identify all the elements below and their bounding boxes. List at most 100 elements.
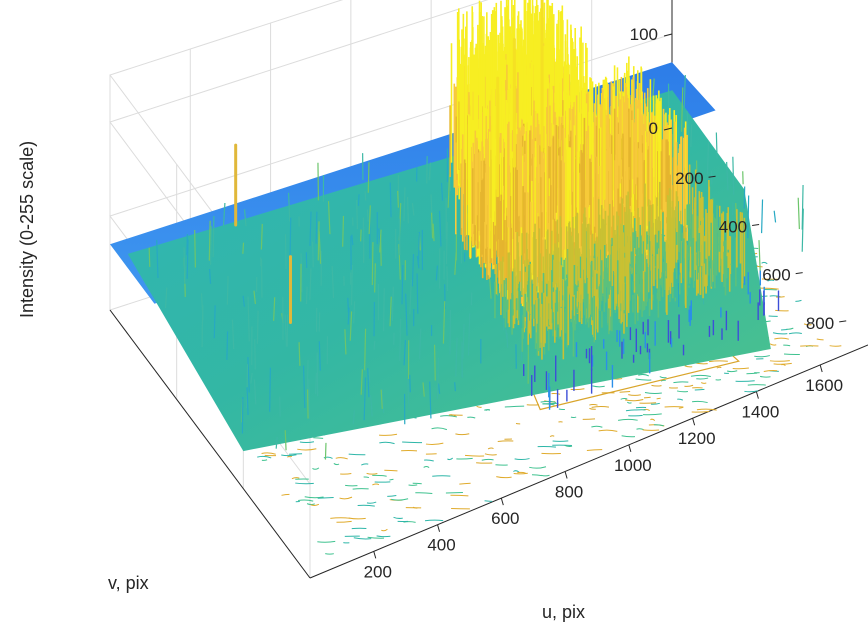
floor-contour — [448, 414, 456, 417]
floor-contour — [558, 408, 565, 411]
surface-spike — [422, 382, 425, 397]
surface-spike — [461, 354, 464, 378]
v-tick-mark — [752, 223, 760, 226]
surface-spike — [254, 339, 256, 370]
floor-contour — [514, 458, 530, 461]
u-tick-label: 200 — [364, 562, 392, 581]
surface-spike — [344, 329, 347, 355]
floor-contour — [783, 344, 791, 347]
floor-contour — [297, 448, 317, 451]
floor-contour — [788, 332, 802, 335]
floor-contour — [298, 499, 314, 502]
floor-contour — [485, 409, 491, 411]
surface-spike — [429, 381, 432, 419]
surface-spike — [380, 389, 383, 409]
surface-spike — [256, 310, 259, 344]
floor-contour — [684, 365, 693, 368]
surface-spike — [311, 241, 314, 268]
surface-spike — [357, 194, 360, 206]
surface-spike — [231, 319, 235, 349]
surface-spike — [398, 244, 401, 280]
surface-spike — [416, 273, 419, 314]
surface-spike — [437, 383, 441, 394]
surface-spike — [273, 297, 276, 321]
floor-contour — [624, 399, 644, 402]
floor-contour — [769, 360, 790, 362]
surface-spike — [418, 328, 422, 359]
floor-contour — [496, 476, 512, 479]
u-tick-mark — [437, 524, 441, 532]
surface-spike — [429, 167, 431, 180]
surface-spike — [686, 110, 689, 138]
floor-contour — [450, 494, 469, 497]
surface-spike — [379, 234, 382, 266]
surface-spike — [367, 162, 370, 193]
floor-contour — [653, 424, 664, 427]
floor-contour — [379, 433, 398, 436]
surface-spike — [209, 268, 212, 284]
floor-contour — [589, 407, 596, 410]
surface-spike — [367, 368, 370, 398]
floor-contour — [816, 338, 824, 341]
surface-spike — [436, 357, 440, 399]
floor-contour — [432, 475, 451, 477]
surface-spike — [360, 369, 363, 395]
surface-spike — [454, 382, 456, 392]
u-tick-label: 1400 — [741, 403, 779, 422]
floor-contour — [598, 429, 618, 432]
surface-spike — [253, 379, 257, 405]
v-tick-label: 800 — [806, 314, 834, 333]
surface-spike — [309, 268, 312, 300]
surface-spike — [201, 309, 204, 336]
floor-contour — [372, 483, 380, 486]
surface-spike — [433, 344, 436, 381]
surface-spike — [247, 296, 250, 342]
surface-spike — [389, 296, 392, 327]
surface-spike — [269, 367, 272, 412]
surface-spike — [350, 265, 353, 306]
floor-contour — [570, 388, 585, 391]
surface-spike — [417, 232, 420, 266]
floor-contour — [372, 474, 387, 477]
intensity-surface — [110, 0, 804, 460]
surface-spike — [305, 286, 308, 305]
surface-spike — [407, 377, 410, 411]
floor-contour — [289, 453, 303, 455]
floor-contour — [393, 516, 403, 519]
floor-contour — [635, 378, 652, 381]
floor-contour — [353, 537, 372, 540]
floor-contour — [677, 398, 684, 401]
surface-spike — [242, 295, 245, 307]
floor-contour — [481, 458, 494, 461]
u-tick-label: 400 — [427, 536, 455, 555]
floor-contour — [339, 496, 353, 500]
floor-contour — [716, 366, 722, 369]
surface-spike — [403, 340, 406, 366]
floor-contour — [281, 493, 290, 496]
surface-spike — [454, 252, 457, 275]
surface-spike — [289, 217, 292, 261]
surface-spike — [353, 301, 356, 324]
surface-spike — [706, 140, 710, 174]
surface-spike — [242, 242, 245, 254]
surface-spike — [381, 388, 385, 413]
floor-contour — [591, 425, 603, 428]
floor-contour — [455, 433, 470, 436]
floor-contour — [673, 381, 689, 384]
floor-contour — [551, 392, 561, 395]
floor-contour — [299, 441, 315, 444]
floor-contour — [676, 390, 688, 393]
floor-contour — [312, 467, 320, 470]
v-axis-line — [109, 309, 311, 579]
floor-contour — [295, 482, 314, 485]
floor-contour — [464, 454, 485, 457]
surface-spike — [446, 266, 449, 291]
surface-spike — [279, 396, 281, 417]
surface-spike — [391, 286, 394, 321]
floor-contour — [786, 327, 794, 330]
surface-spike — [208, 220, 211, 261]
surface-spike — [212, 216, 215, 258]
floor-contour — [476, 405, 482, 408]
floor-contour — [389, 478, 394, 481]
